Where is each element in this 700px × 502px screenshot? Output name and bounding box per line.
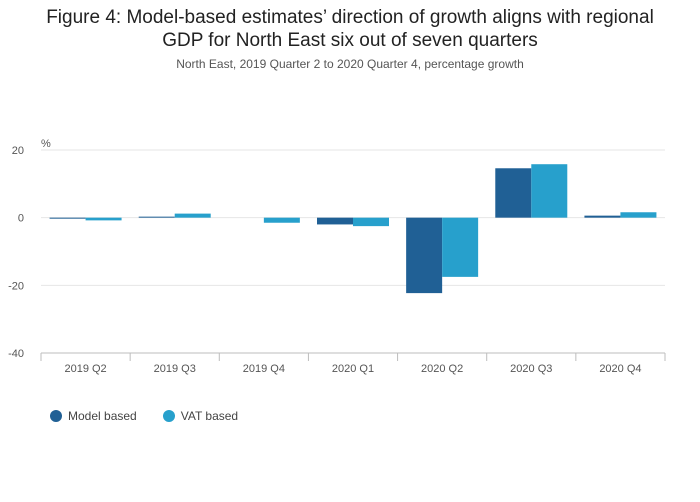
y-tick-label: 0	[18, 213, 24, 225]
y-tick-label: -40	[8, 348, 24, 360]
bar-vat-1	[174, 213, 211, 218]
x-tick-label: 2020 Q2	[421, 363, 463, 375]
legend-swatch-vat	[162, 410, 175, 422]
bars	[49, 164, 657, 294]
bar-vat-2	[263, 217, 300, 223]
x-tick-label: 2019 Q2	[64, 363, 106, 375]
chart-title-line-1: Figure 4: Model-based estimates’ directi…	[46, 7, 654, 28]
legend-item-model[interactable]: Model based	[50, 409, 137, 423]
bar-model-0	[49, 217, 86, 219]
y-tick-label: -20	[8, 280, 24, 292]
bar-vat-3	[353, 217, 389, 227]
x-tick-label: 2019 Q3	[154, 363, 196, 375]
x-tick-label: 2019 Q4	[243, 363, 285, 375]
bar-model-1	[138, 216, 175, 218]
legend-label-model: Model based	[68, 409, 137, 423]
legend-label-vat: VAT based	[180, 409, 239, 423]
bar-vat-4	[442, 217, 479, 277]
chart-title-line-2: GDP for North East six out of seven quar…	[162, 30, 538, 51]
bar-model-3	[317, 217, 353, 225]
bar-model-6	[584, 215, 621, 218]
x-tick-label: 2020 Q3	[510, 363, 552, 375]
x-tick-label: 2020 Q1	[332, 363, 374, 375]
legend-swatch-model	[50, 410, 62, 422]
bar-model-5	[495, 168, 532, 218]
legend-item-vat[interactable]: VAT based	[162, 409, 239, 423]
bar-vat-6	[620, 212, 657, 218]
x-tick-label: 2020 Q4	[599, 363, 641, 375]
axes: 20 0 -20 -40% 2019 Q2 2019 Q3 2019 Q4 2020 Q1 20…	[8, 138, 666, 375]
chart-title: Figure 4: Model-based estimates’ directi…	[0, 6, 700, 52]
bar-vat-5	[531, 164, 568, 218]
y-axis-label: %	[41, 138, 51, 150]
bar-vat-0	[85, 217, 122, 221]
y-tick-label: 20	[12, 145, 24, 157]
legend: Model based VAT based	[50, 409, 238, 423]
chart-subtitle: North East, 2019 Quarter 2 to 2020 Quart…	[176, 57, 524, 71]
bar-model-4	[406, 217, 443, 294]
